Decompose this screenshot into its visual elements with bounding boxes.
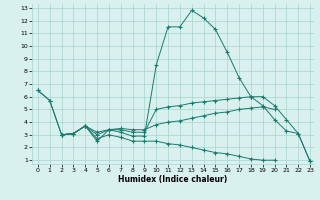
X-axis label: Humidex (Indice chaleur): Humidex (Indice chaleur) xyxy=(118,175,228,184)
